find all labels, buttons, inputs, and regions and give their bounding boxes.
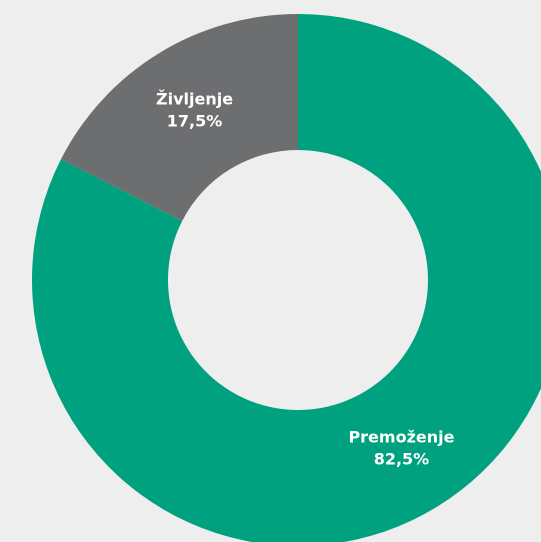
slice-value-label: 17,5%	[167, 112, 223, 131]
slice-label: Življenje	[156, 90, 233, 109]
slice-value-label: 82,5%	[374, 449, 430, 468]
donut-slice	[32, 14, 541, 542]
slice-label: Premoženje	[348, 427, 454, 446]
donut-slice	[60, 14, 298, 221]
